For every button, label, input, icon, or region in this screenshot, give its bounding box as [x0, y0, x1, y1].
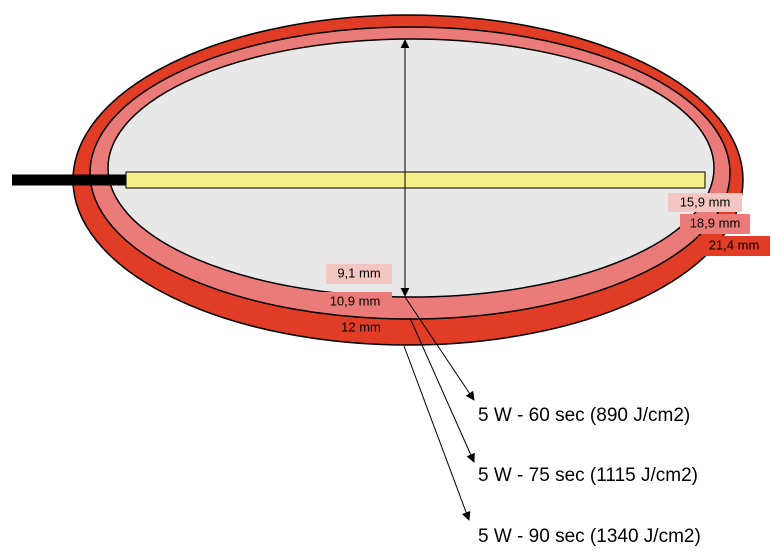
label-box — [326, 264, 392, 284]
pointer-arrow — [404, 296, 475, 401]
label-box — [318, 292, 392, 311]
label-box — [680, 214, 750, 234]
laser-fiber — [125, 171, 706, 189]
vertical-label: 9,1 mm — [337, 265, 380, 280]
vertical-label: 12 mm — [341, 319, 381, 334]
pointer-arrow — [409, 317, 475, 463]
label-box — [698, 236, 770, 256]
horizontal-label: 18,9 mm — [690, 215, 741, 230]
horizontal-label: 21,4 mm — [709, 237, 760, 252]
pointer-arrow — [403, 345, 471, 521]
inner-zone — [107, 38, 715, 298]
horizontal-label: 15,9 mm — [680, 194, 731, 209]
label-box — [668, 193, 742, 212]
setting-label: 5 W - 60 sec (890 J/cm2) — [478, 405, 690, 426]
vertical-label: 10,9 mm — [330, 293, 381, 308]
setting-label: 5 W - 90 sec (1340 J/cm2) — [478, 526, 701, 547]
setting-label: 5 W - 75 sec (1115 J/cm2) — [478, 465, 698, 486]
